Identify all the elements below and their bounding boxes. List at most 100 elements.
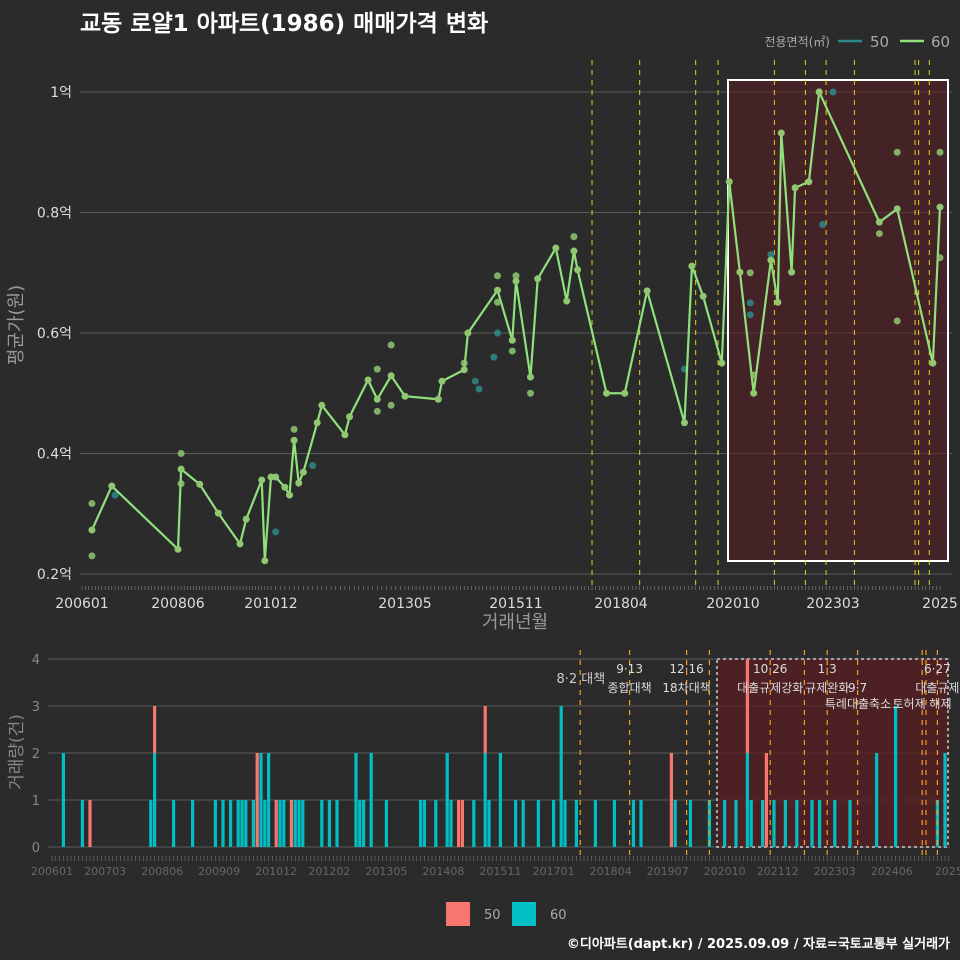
- x-tick-label: 2025: [935, 865, 960, 878]
- bar-60: [293, 800, 297, 847]
- bar-60: [483, 753, 487, 847]
- point-50: [746, 299, 754, 307]
- bar-60: [80, 800, 84, 847]
- bar-60: [259, 753, 263, 847]
- bar-60: [445, 753, 449, 847]
- bar-60: [191, 800, 195, 847]
- y-tick-label: 1억: [50, 85, 72, 101]
- x-tick-label: 201012: [244, 596, 297, 612]
- x-tick-label: 201511: [479, 865, 521, 878]
- point-60: [875, 218, 883, 226]
- point-50: [746, 311, 754, 319]
- x-tick-label: 201907: [647, 865, 689, 878]
- point-60: [893, 205, 901, 213]
- bar-60: [449, 800, 453, 847]
- bar-60: [673, 800, 677, 847]
- bar-60: [688, 800, 692, 847]
- point-60: [387, 341, 395, 349]
- bar-60: [263, 800, 267, 847]
- highlight-period-box: [716, 658, 949, 848]
- point-50: [475, 385, 483, 393]
- point-60: [936, 203, 944, 211]
- bar-60: [761, 800, 765, 847]
- point-60: [346, 413, 354, 421]
- bar-60: [749, 800, 753, 847]
- point-60: [272, 473, 280, 481]
- bar-60: [943, 753, 947, 847]
- y-tick-label: 4: [32, 653, 40, 668]
- bar-50: [255, 753, 259, 847]
- point-60: [777, 129, 785, 137]
- point-60: [929, 359, 937, 367]
- bar-60: [384, 800, 388, 847]
- y-tick-label: 1: [32, 794, 40, 809]
- x-tick-label: 202010: [704, 865, 746, 878]
- point-60: [174, 545, 182, 553]
- point-50: [767, 251, 775, 259]
- policy-date: 1·3: [818, 662, 837, 676]
- point-60: [508, 336, 516, 344]
- bar-60: [327, 800, 331, 847]
- bar-60: [593, 800, 597, 847]
- point-60: [875, 230, 883, 238]
- bar-60: [552, 800, 556, 847]
- policy-name: 대출규제강화: [737, 681, 803, 695]
- point-60: [281, 483, 289, 491]
- bar-60: [149, 800, 153, 847]
- point-60: [236, 540, 244, 548]
- point-60: [563, 297, 571, 305]
- policy-name: 규제완화: [805, 681, 849, 695]
- point-60: [494, 286, 501, 294]
- point-60: [494, 272, 501, 280]
- policy-name: 18차대책: [662, 680, 710, 695]
- point-60: [177, 480, 185, 488]
- x-tick-label: 200703: [84, 865, 126, 878]
- bar-60: [894, 706, 898, 847]
- y-tick-label: 0.6억: [37, 326, 72, 342]
- x-tick-label: 200601: [31, 865, 73, 878]
- point-60: [936, 148, 944, 156]
- source-credit: ©디아파트(dapt.kr) / 2025.09.09 / 자료=국토교통부 실…: [566, 937, 950, 952]
- bar-60: [734, 800, 738, 847]
- point-60: [574, 266, 582, 274]
- point-60: [88, 500, 96, 508]
- point-60: [88, 526, 96, 534]
- point-60: [434, 395, 442, 403]
- point-50: [494, 329, 501, 337]
- point-60: [570, 233, 578, 241]
- policy-name: 토허제 해제: [892, 697, 951, 711]
- x-tick-label: 201408: [422, 865, 464, 878]
- bar-60: [521, 800, 525, 847]
- point-60: [736, 268, 744, 276]
- point-60: [512, 272, 520, 280]
- bar-60: [631, 800, 635, 847]
- bar-60: [244, 800, 248, 847]
- bar-60: [369, 753, 373, 847]
- point-60: [313, 419, 321, 427]
- bar-60: [772, 800, 776, 847]
- bar-60: [320, 800, 324, 847]
- bar-60: [358, 800, 362, 847]
- bar-60: [536, 800, 540, 847]
- bar-60: [559, 706, 563, 847]
- point-60: [791, 184, 799, 192]
- point-60: [526, 389, 534, 397]
- point-60: [460, 359, 468, 367]
- bar-60: [563, 800, 567, 847]
- bar-60: [783, 800, 787, 847]
- x-tick-label: 201305: [378, 596, 431, 612]
- point-60: [177, 465, 185, 473]
- x-tick-label: 201012: [255, 865, 297, 878]
- policy-name: 대출규제: [915, 681, 959, 695]
- bar-60: [251, 800, 255, 847]
- point-60: [718, 359, 726, 367]
- point-60: [373, 395, 381, 403]
- bar-60: [172, 800, 176, 847]
- point-60: [893, 317, 901, 325]
- bar-60: [514, 800, 518, 847]
- x-tick-label: 202303: [814, 865, 856, 878]
- point-50: [819, 221, 827, 229]
- point-60: [364, 376, 372, 384]
- point-60: [196, 480, 204, 488]
